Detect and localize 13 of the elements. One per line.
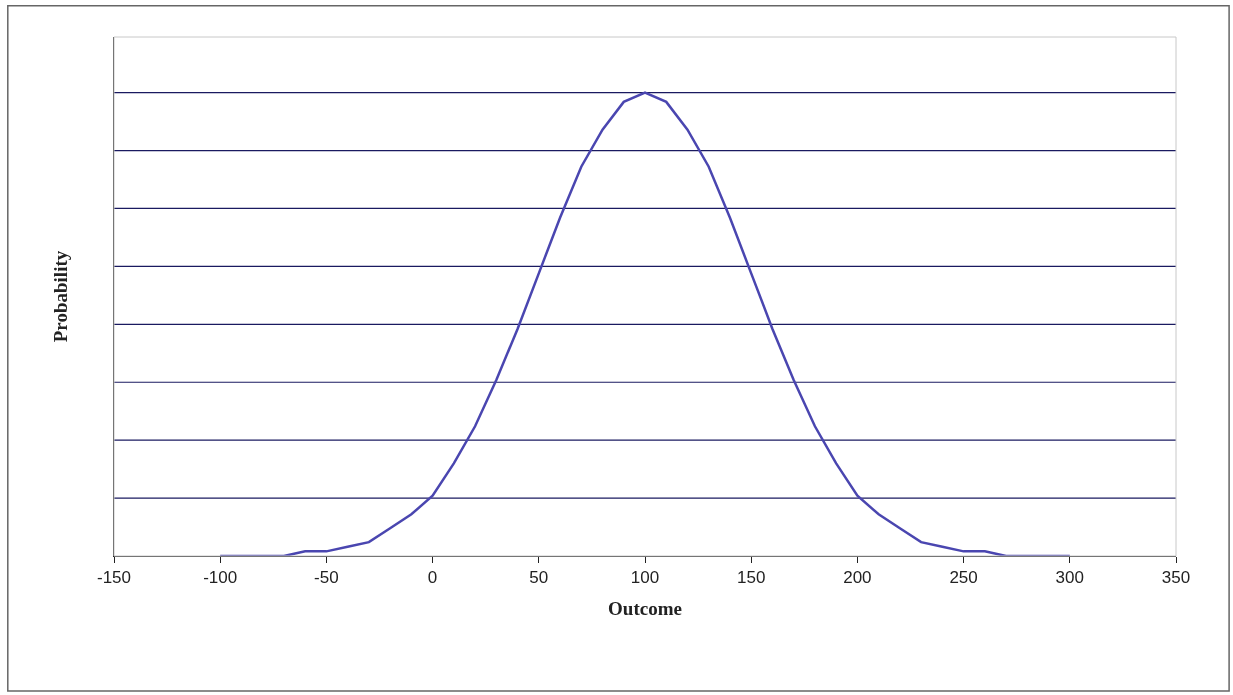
x-tick-label: 350 bbox=[1161, 568, 1191, 588]
x-tick-label: 100 bbox=[630, 568, 660, 588]
x-tick-label: 0 bbox=[427, 568, 438, 588]
x-tick-label: 200 bbox=[843, 568, 872, 588]
x-tick-label: 300 bbox=[1055, 568, 1084, 588]
x-tick-label: 150 bbox=[737, 568, 766, 588]
x-tick-label: -50 bbox=[314, 568, 339, 588]
y-axis-title: Probability bbox=[49, 250, 71, 343]
x-tick-label: 250 bbox=[949, 568, 978, 588]
x-tick-label: -150 bbox=[96, 568, 132, 588]
x-axis-title: Outcome bbox=[608, 598, 682, 620]
x-tick-label: 50 bbox=[529, 568, 549, 588]
x-tick-label: -100 bbox=[203, 568, 238, 588]
